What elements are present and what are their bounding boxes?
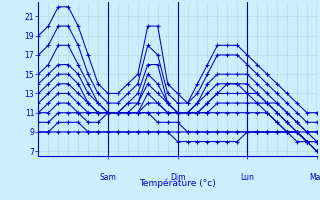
Text: Lun: Lun — [240, 173, 254, 182]
Text: Sam: Sam — [100, 173, 116, 182]
Text: Dim: Dim — [170, 173, 185, 182]
X-axis label: Température (°c): Température (°c) — [139, 178, 216, 188]
Text: Mar: Mar — [309, 173, 320, 182]
